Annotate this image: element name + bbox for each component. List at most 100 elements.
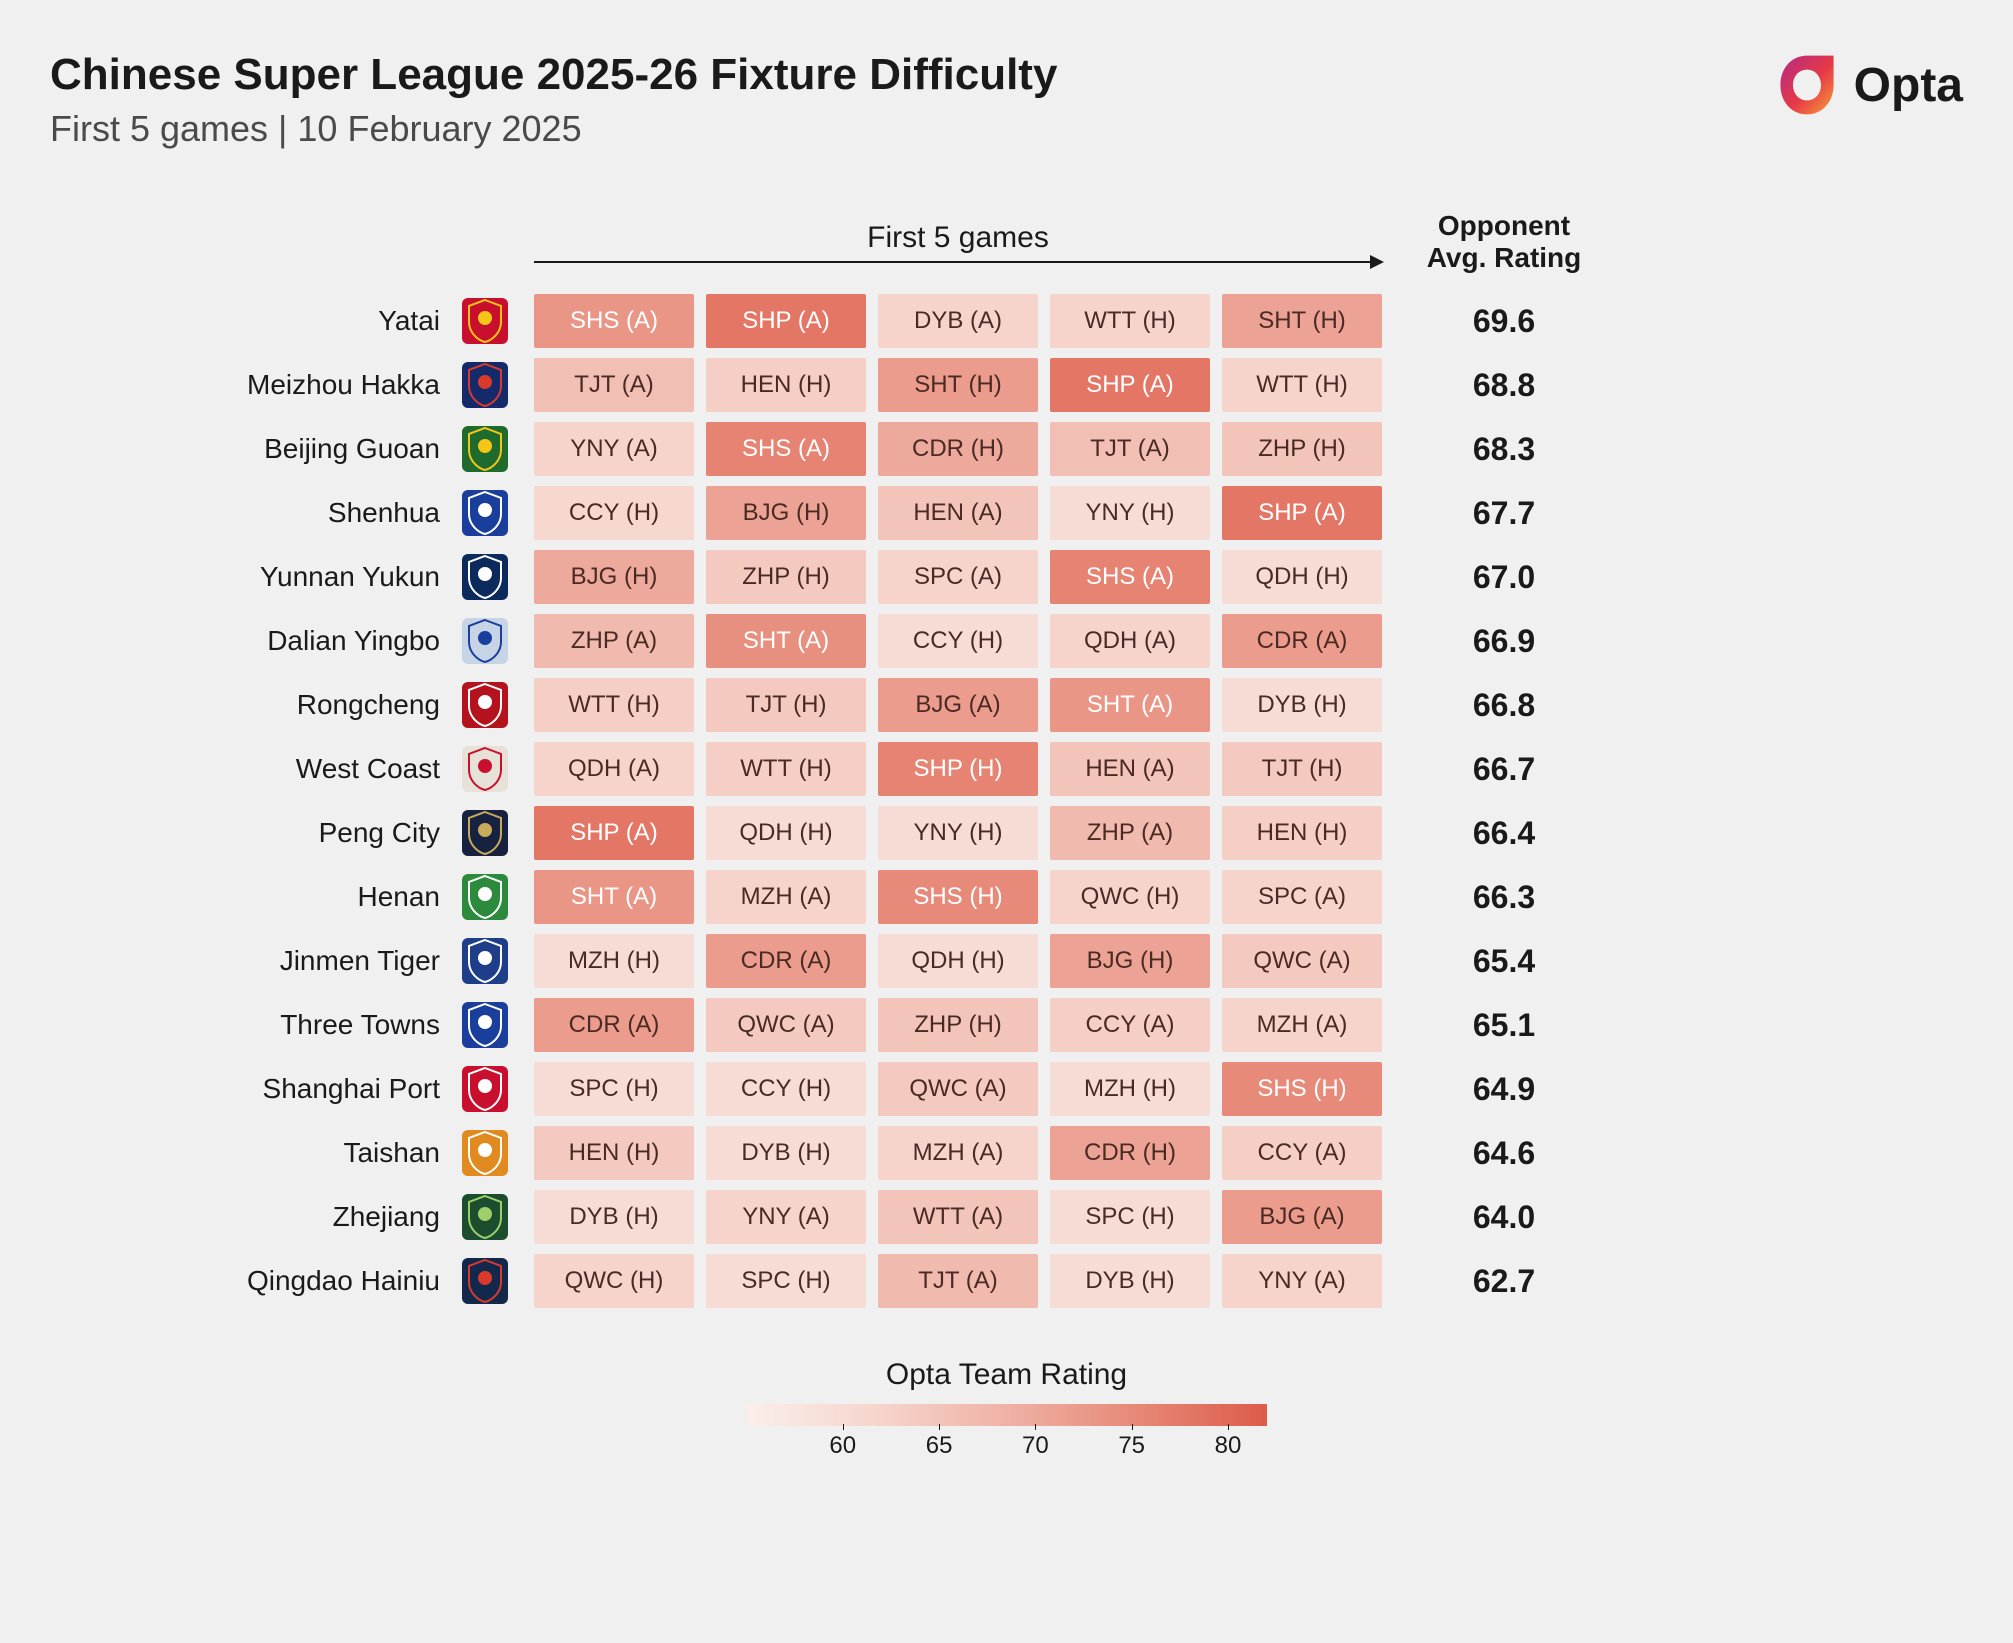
team-crest-icon [462,554,508,600]
team-crest-icon [462,746,508,792]
table-row: Yatai SHS (A)SHP (A)DYB (A)WTT (H)SHT (H… [110,294,1903,348]
games-column-header: First 5 games [534,221,1382,263]
header: Chinese Super League 2025-26 Fixture Dif… [50,50,1963,150]
team-name: Shanghai Port [110,1073,450,1105]
fixture-cell: YNY (A) [706,1190,866,1244]
brand-logo: Opta [1772,50,1963,120]
fixture-cell: YNY (A) [1222,1254,1382,1308]
fixture-cell: ZHP (A) [1050,806,1210,860]
fixture-cell: MZH (A) [706,870,866,924]
fixture-cell: BJG (A) [1222,1190,1382,1244]
team-crest-icon [462,810,508,856]
avg-rating: 69.6 [1394,303,1614,340]
fixture-cell: MZH (A) [878,1126,1038,1180]
team-name: Rongcheng [110,689,450,721]
team-name: Yunnan Yukun [110,561,450,593]
avg-rating: 67.7 [1394,495,1614,532]
fixture-cell: SPC (A) [878,550,1038,604]
fixture-cell: SHP (A) [534,806,694,860]
fixture-cell: SHS (A) [706,422,866,476]
team-name: Three Towns [110,1009,450,1041]
page-title: Chinese Super League 2025-26 Fixture Dif… [50,50,1057,100]
fixture-cell: BJG (H) [534,550,694,604]
fixture-cell: WTT (A) [878,1190,1038,1244]
table-row: Three Towns CDR (A)QWC (A)ZHP (H)CCY (A)… [110,998,1903,1052]
fixture-cell: SHT (A) [1050,678,1210,732]
team-name: Beijing Guoan [110,433,450,465]
fixture-cell: TJT (A) [1050,422,1210,476]
team-crest-icon [462,1130,508,1176]
avg-rating: 65.4 [1394,943,1614,980]
fixture-cell: CCY (H) [706,1062,866,1116]
fixture-cell: TJT (A) [534,358,694,412]
opta-logo-icon [1772,50,1842,120]
avg-rating: 65.1 [1394,1007,1614,1044]
legend-tick: 70 [1022,1432,1049,1460]
fixture-cell: QDH (A) [1050,614,1210,668]
team-crest-icon [462,1258,508,1304]
team-crest-icon [462,362,508,408]
team-name: Taishan [110,1137,450,1169]
fixture-cell: QWC (A) [706,998,866,1052]
fixture-cell: TJT (A) [878,1254,1038,1308]
legend-ticks: 6065707580 [747,1432,1267,1462]
column-headers: First 5 games Opponent Avg. Rating [110,210,1903,274]
legend-tick: 65 [926,1432,953,1460]
fixture-cell: CDR (A) [534,998,694,1052]
fixture-cell: HEN (A) [1050,742,1210,796]
fixture-cell: ZHP (A) [534,614,694,668]
fixture-cell: SPC (H) [706,1254,866,1308]
avg-rating: 64.6 [1394,1135,1614,1172]
fixture-cell: SHS (H) [878,870,1038,924]
fixture-cell: SPC (A) [1222,870,1382,924]
fixture-table: First 5 games Opponent Avg. Rating Yatai… [110,210,1903,1308]
fixture-cell: HEN (H) [534,1126,694,1180]
fixture-cell: SHS (A) [1050,550,1210,604]
legend: Opta Team Rating 6065707580 [50,1358,1963,1467]
fixture-cell: QWC (A) [878,1062,1038,1116]
fixture-cell: WTT (H) [706,742,866,796]
fixture-cell: HEN (A) [878,486,1038,540]
team-crest-icon [462,1066,508,1112]
fixture-cell: QWC (H) [534,1254,694,1308]
avg-rating: 66.4 [1394,815,1614,852]
team-crest-icon [462,298,508,344]
table-row: Qingdao Hainiu QWC (H)SPC (H)TJT (A)DYB … [110,1254,1903,1308]
fixture-cell: ZHP (H) [1222,422,1382,476]
fixture-cell: CCY (A) [1050,998,1210,1052]
header-text: Chinese Super League 2025-26 Fixture Dif… [50,50,1057,150]
fixture-cell: BJG (H) [706,486,866,540]
team-crest-icon [462,490,508,536]
rating-column-header: Opponent Avg. Rating [1394,210,1614,274]
fixture-cell: HEN (H) [1222,806,1382,860]
table-row: West Coast QDH (A)WTT (H)SHP (H)HEN (A)T… [110,742,1903,796]
avg-rating: 68.3 [1394,431,1614,468]
brand-name: Opta [1854,58,1963,113]
avg-rating: 66.3 [1394,879,1614,916]
fixture-cell: MZH (H) [1050,1062,1210,1116]
fixture-cell: WTT (H) [534,678,694,732]
avg-rating: 64.9 [1394,1071,1614,1108]
fixture-cell: ZHP (H) [706,550,866,604]
table-row: Shenhua CCY (H)BJG (H)HEN (A)YNY (H)SHP … [110,486,1903,540]
legend-gradient-bar [747,1404,1267,1426]
team-crest-icon [462,682,508,728]
fixture-cell: CDR (H) [878,422,1038,476]
fixture-cell: SPC (H) [534,1062,694,1116]
fixture-cell: SHP (A) [1050,358,1210,412]
fixture-cell: SHT (H) [878,358,1038,412]
team-crest-icon [462,618,508,664]
fixture-cell: CDR (H) [1050,1126,1210,1180]
fixture-cell: BJG (A) [878,678,1038,732]
page-subtitle: First 5 games | 10 February 2025 [50,108,1057,150]
table-row: Peng City SHP (A)QDH (H)YNY (H)ZHP (A)HE… [110,806,1903,860]
avg-rating: 62.7 [1394,1263,1614,1300]
fixture-cell: YNY (A) [534,422,694,476]
fixture-cell: SHP (H) [878,742,1038,796]
table-row: Yunnan Yukun BJG (H)ZHP (H)SPC (A)SHS (A… [110,550,1903,604]
team-crest-icon [462,1002,508,1048]
table-row: Henan SHT (A)MZH (A)SHS (H)QWC (H)SPC (A… [110,870,1903,924]
team-name: Dalian Yingbo [110,625,450,657]
fixture-cell: CCY (H) [878,614,1038,668]
fixture-cell: CCY (A) [1222,1126,1382,1180]
